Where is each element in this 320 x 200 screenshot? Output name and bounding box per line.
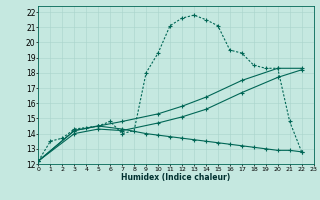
X-axis label: Humidex (Indice chaleur): Humidex (Indice chaleur) — [121, 173, 231, 182]
